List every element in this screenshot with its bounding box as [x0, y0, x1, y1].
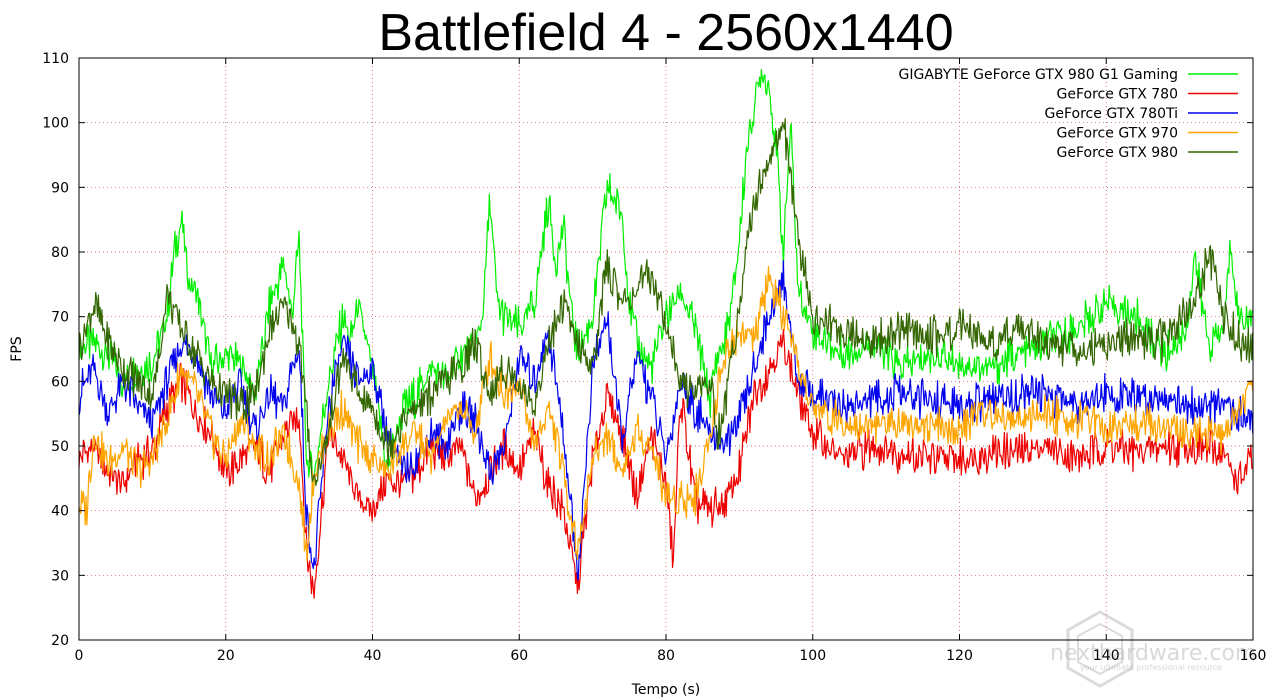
grid	[79, 58, 1253, 640]
legend-label: GeForce GTX 970	[1057, 126, 1178, 142]
series-line-3	[78, 265, 1254, 562]
x-tick-label: 100	[799, 648, 826, 664]
y-tick-label: 30	[51, 568, 69, 584]
x-tick-label: 160	[1240, 648, 1267, 664]
legend-label: GeForce GTX 980	[1057, 145, 1178, 161]
y-tick-label: 50	[51, 439, 69, 455]
x-tick-label: 140	[1093, 648, 1120, 664]
legend: GIGABYTE GeForce GTX 980 G1 Gaming GeForc…	[899, 67, 1238, 161]
series-lines	[78, 69, 1254, 599]
x-axis: 0 20 40 60 80 100 120 140 160	[75, 58, 1267, 664]
y-tick-label: 100	[42, 116, 69, 132]
watermark-subtext: your ultimate professional resource	[1080, 663, 1222, 672]
y-tick-label: 70	[51, 310, 69, 326]
legend-label: GIGABYTE GeForce GTX 980 G1 Gaming	[899, 67, 1178, 83]
x-tick-label: 120	[946, 648, 973, 664]
legend-label: GeForce GTX 780Ti	[1045, 106, 1178, 122]
y-tick-label: 40	[51, 504, 69, 520]
y-tick-label: 110	[42, 51, 69, 67]
series-line-4	[78, 118, 1254, 487]
y-axis-label: FPS	[9, 336, 25, 361]
series-line-2	[78, 260, 1254, 581]
x-axis-label: Tempo (s)	[631, 682, 701, 698]
series-line-0	[78, 69, 1254, 497]
x-tick-label: 80	[657, 648, 675, 664]
x-tick-label: 0	[75, 648, 84, 664]
y-tick-label: 80	[51, 245, 69, 261]
watermark-text: nexthardware.com	[1050, 641, 1256, 666]
y-tick-label: 90	[51, 180, 69, 196]
x-tick-label: 40	[364, 648, 382, 664]
y-tick-label: 20	[51, 633, 69, 649]
y-axis: 20 30 40 50 60 70 80 90 100 110	[42, 51, 1253, 649]
y-tick-label: 60	[51, 374, 69, 390]
x-tick-label: 60	[510, 648, 528, 664]
x-tick-label: 20	[217, 648, 235, 664]
legend-label: GeForce GTX 780	[1057, 87, 1178, 103]
chart-title: Battlefield 4 - 2560x1440	[378, 4, 953, 62]
watermark: nexthardware.com your ultimate professio…	[1050, 610, 1256, 688]
